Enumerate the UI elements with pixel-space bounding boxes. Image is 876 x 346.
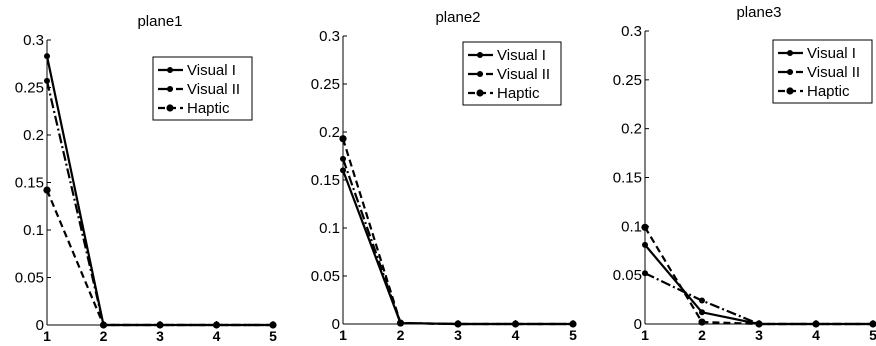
y-tick-label: 0.2	[319, 124, 340, 141]
legend: Visual I Visual II Haptic	[152, 56, 253, 121]
y-tick-label: 0	[332, 316, 340, 333]
legend-label: Haptic	[807, 83, 850, 100]
data-point	[340, 167, 346, 174]
legend-label: Visual I	[807, 45, 856, 62]
x-tick-label: 3	[156, 328, 164, 344]
legend: Visual I Visual II Haptic	[772, 39, 873, 104]
subplot-2: plane2 0 0.05 0.1 0.15 0.2 0.25 0.3 1 2 3 4 5 Visual …	[311, 9, 577, 343]
y-tick-label: 0.2	[23, 127, 44, 144]
x-tick-label: 2	[100, 328, 108, 344]
series-line-3	[341, 138, 573, 326]
y-tick-label: 0.3	[23, 32, 44, 49]
legend-label: Haptic	[187, 100, 230, 117]
legend-marker	[787, 50, 793, 56]
legend-label: Visual II	[187, 81, 240, 98]
data-point	[454, 320, 462, 328]
legend-marker	[477, 71, 483, 77]
legend-marker	[477, 52, 483, 58]
x-tick-label: 5	[869, 327, 876, 343]
y-tick-label: 0.1	[621, 218, 642, 235]
data-point	[339, 135, 347, 143]
data-point	[698, 318, 706, 326]
data-point	[511, 320, 520, 328]
series-line-3	[45, 189, 273, 327]
data-point	[156, 321, 164, 329]
y-tick-label: 0.3	[319, 28, 340, 45]
legend-label: Haptic	[497, 85, 540, 102]
y-tick-label: 0.05	[15, 270, 44, 287]
x-tick-label: 4	[512, 327, 520, 343]
data-point	[642, 270, 648, 277]
data-point	[212, 321, 221, 329]
y-tick-label: 0.2	[621, 121, 642, 138]
y-tick-label: 0.3	[621, 23, 642, 40]
data-point	[869, 320, 876, 328]
legend-marker	[166, 104, 174, 112]
legend-label: Visual II	[497, 66, 550, 83]
x-tick-label: 5	[569, 327, 577, 343]
data-point	[43, 186, 51, 194]
series-line-3	[644, 226, 873, 326]
y-tick-label: 0.15	[311, 172, 340, 189]
data-point	[269, 321, 277, 329]
x-tick-label: 4	[213, 328, 221, 344]
chart-title: plane2	[435, 9, 480, 26]
legend-marker	[786, 87, 794, 95]
legend: Visual I Visual II Haptic	[462, 41, 562, 106]
y-tick-label: 0.1	[319, 220, 340, 237]
data-point	[44, 77, 50, 84]
y-tick-label: 0.05	[311, 268, 340, 285]
y-tick-label: 0.25	[15, 80, 44, 97]
legend-marker	[167, 86, 173, 92]
legend-marker	[476, 89, 484, 97]
data-point	[340, 155, 346, 162]
subplot-3: plane3 0 0.05 0.1 0.15 0.2 0.25 0.3 1 2 3 4 5 Visual …	[613, 4, 876, 343]
subplot-1: plane1 0 0.05 0.1 0.15 0.2 0.25 0.3 1 2 3 4 5 Visual …	[15, 13, 277, 344]
data-point	[699, 297, 705, 304]
x-tick-label: 3	[454, 327, 462, 343]
y-tick-label: 0.05	[613, 267, 642, 284]
legend-marker	[787, 69, 793, 75]
y-tick-label: 0.1	[23, 222, 44, 239]
data-point	[642, 241, 648, 248]
x-tick-label: 1	[641, 327, 649, 343]
y-tick-label: 0.15	[613, 170, 642, 187]
data-point	[44, 53, 50, 60]
y-tick-label: 0	[36, 317, 44, 334]
data-point	[755, 320, 763, 328]
data-point	[396, 319, 405, 327]
x-tick-label: 5	[269, 328, 277, 344]
series-line-2	[341, 158, 573, 326]
x-tick-label: 4	[812, 327, 820, 343]
legend-label: Visual I	[497, 47, 546, 64]
data-point	[641, 223, 649, 231]
x-tick-label: 1	[339, 327, 347, 343]
chart-title: plane1	[137, 13, 182, 30]
data-point	[99, 321, 108, 329]
legend-marker	[167, 67, 173, 73]
y-tick-label: 0.15	[15, 175, 44, 192]
series-line-2	[644, 272, 873, 326]
legend-label: Visual II	[807, 64, 860, 81]
x-tick-label: 1	[43, 328, 51, 344]
x-tick-label: 2	[397, 327, 405, 343]
y-tick-label: 0	[634, 316, 642, 333]
y-tick-label: 0.25	[613, 72, 642, 89]
x-tick-label: 2	[698, 327, 706, 343]
chart-title: plane3	[736, 4, 781, 21]
data-point	[569, 320, 577, 328]
y-tick-label: 0.25	[311, 76, 340, 93]
data-point	[699, 309, 705, 316]
legend-label: Visual I	[187, 62, 236, 79]
data-point	[812, 320, 820, 328]
x-tick-label: 3	[755, 327, 763, 343]
